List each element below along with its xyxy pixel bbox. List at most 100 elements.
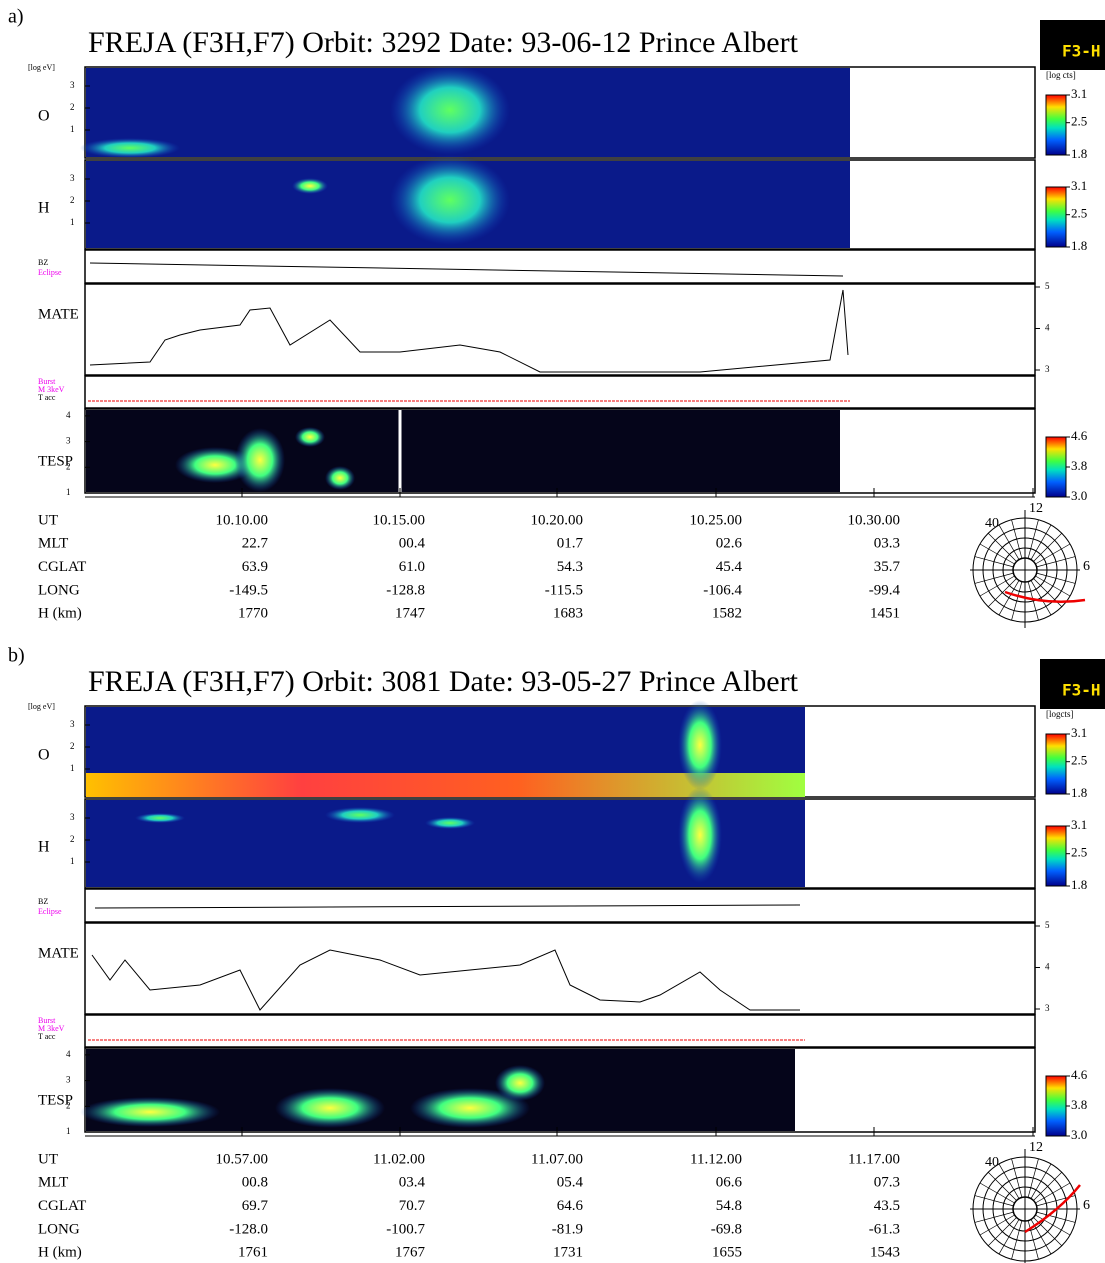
logo-text: F3-H <box>1062 42 1101 61</box>
colorbar-label: 2.5 <box>1071 206 1087 221</box>
row-value: 11.07.00 <box>531 1151 583 1167</box>
colorbar-label: 4.6 <box>1071 1067 1088 1082</box>
row-value: -100.7 <box>386 1221 425 1237</box>
panel-label: BZ <box>38 897 48 906</box>
row-value: 11.12.00 <box>690 1151 742 1167</box>
colorbar-label: 1.8 <box>1071 146 1087 161</box>
row-value: 03.4 <box>399 1175 426 1191</box>
polar-spoke <box>1011 519 1023 559</box>
panel-frame <box>84 1047 1036 1133</box>
row-value: 35.7 <box>874 559 901 575</box>
y-tick-label: 4 <box>66 410 71 420</box>
row-value: 1747 <box>395 606 426 622</box>
row-value: 1451 <box>870 606 900 622</box>
row-value: 10.25.00 <box>690 512 743 528</box>
y-tick-label: 2 <box>66 461 71 471</box>
spectrogram-feature <box>390 65 510 155</box>
polar-spoke <box>1036 1211 1076 1223</box>
row-name: CGLAT <box>38 1198 86 1214</box>
y-tick-label: 2 <box>70 195 75 205</box>
panel-label: MATE <box>38 945 79 961</box>
colorbar-label: 1.8 <box>1071 238 1087 253</box>
spectrogram-feature <box>495 1065 545 1101</box>
mate-line <box>89 289 849 373</box>
y-tick-label: 4 <box>1045 323 1050 333</box>
row-name: MLT <box>38 1175 68 1191</box>
count-unit: [logcts] <box>1046 709 1074 719</box>
bz-line <box>89 262 844 277</box>
orbit-track <box>1004 590 1086 604</box>
row-value: 10.57.00 <box>216 1151 269 1167</box>
panel-label: Burst <box>38 1016 56 1025</box>
colorbar-label: 1.8 <box>1071 785 1087 800</box>
row-value: 1767 <box>395 1245 426 1261</box>
colorbar <box>1045 436 1067 498</box>
polar-spoke <box>1035 543 1071 565</box>
polar-spoke <box>974 572 1014 584</box>
panel-frame <box>84 283 1036 376</box>
y-tick-label: 3 <box>70 173 75 183</box>
panel-frame <box>84 375 1036 409</box>
y-tick-label: 2 <box>70 741 75 751</box>
polar-spoke <box>987 1171 1017 1201</box>
spectrogram-feature <box>425 817 475 829</box>
colorbar-label: 3.0 <box>1071 488 1087 503</box>
row-value: 64.6 <box>557 1198 584 1214</box>
row-value: 45.4 <box>716 559 743 575</box>
colorbar-label: 4.6 <box>1071 428 1088 443</box>
colorbar-label: 3.0 <box>1071 1127 1087 1142</box>
row-value: -99.4 <box>869 582 901 598</box>
row-value: -115.5 <box>545 582 583 598</box>
colorbar-label: 3.8 <box>1071 1097 1087 1112</box>
polar-spoke <box>1036 572 1076 584</box>
colorbar <box>1045 94 1067 156</box>
row-value: 63.9 <box>242 559 268 575</box>
row-value: 43.5 <box>874 1198 900 1214</box>
row-value: 22.7 <box>242 536 269 552</box>
polar-spoke <box>1027 1220 1039 1260</box>
row-value: -69.8 <box>711 1221 742 1237</box>
panel-frame <box>84 249 1036 284</box>
polar-spoke <box>1035 575 1071 597</box>
y-tick-label: 4 <box>1045 962 1050 972</box>
figure-label: b) <box>8 645 25 667</box>
y-tick-label: 3 <box>70 719 75 729</box>
bz-line <box>94 904 801 909</box>
panel-label: M 3keV <box>38 1024 65 1033</box>
y-tick-label: 3 <box>1045 364 1050 374</box>
polar-spoke <box>1035 1214 1071 1236</box>
y-tick-label: 5 <box>1045 920 1050 930</box>
spectrogram-feature <box>390 155 510 245</box>
polar-label: 40 <box>985 1155 999 1170</box>
panel-label: O <box>38 108 50 125</box>
y-tick-label: 2 <box>66 1100 71 1110</box>
colorbar <box>1045 733 1067 795</box>
polar-label: 6 <box>1083 559 1090 574</box>
row-value: 1582 <box>712 606 742 622</box>
row-value: 54.3 <box>557 559 583 575</box>
spectrogram-feature <box>235 428 285 492</box>
y-tick-label: 3 <box>1045 1003 1050 1013</box>
polar-spoke <box>979 543 1015 565</box>
logo <box>1040 20 1105 70</box>
spectrogram-feature <box>678 787 722 883</box>
colorbar-label: 3.8 <box>1071 458 1087 473</box>
polar-spoke <box>1011 1220 1023 1260</box>
y-tick-label: 3 <box>66 1075 71 1085</box>
polar-spoke <box>1033 532 1063 562</box>
panel-frame <box>84 1014 1036 1048</box>
spectrogram-feature <box>175 447 255 483</box>
row-value: 07.3 <box>874 1175 900 1191</box>
row-value: 54.8 <box>716 1198 742 1214</box>
row-value: 1761 <box>238 1245 268 1261</box>
row-value: 00.8 <box>242 1175 268 1191</box>
row-value: -128.0 <box>229 1221 268 1237</box>
polar-label: 40 <box>985 516 999 531</box>
row-value: 69.7 <box>242 1198 269 1214</box>
polar-spoke <box>1027 1158 1039 1198</box>
polar-spoke <box>1030 524 1052 560</box>
mate-line <box>91 949 800 1011</box>
polar-spoke <box>1033 1171 1063 1201</box>
colorbar-label: 2.5 <box>1071 114 1087 129</box>
y-tick-label: 3 <box>66 436 71 446</box>
